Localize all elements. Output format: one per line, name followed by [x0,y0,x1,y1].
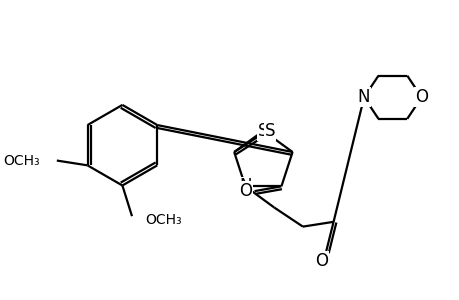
Text: N: N [239,177,251,195]
Text: S: S [264,122,274,140]
Text: O: O [315,252,328,270]
Text: S: S [257,122,268,140]
Text: O: O [414,88,427,106]
Text: OCH₃: OCH₃ [145,213,182,227]
Text: OCH₃: OCH₃ [3,154,39,167]
Text: N: N [357,88,369,106]
Text: O: O [239,182,252,200]
